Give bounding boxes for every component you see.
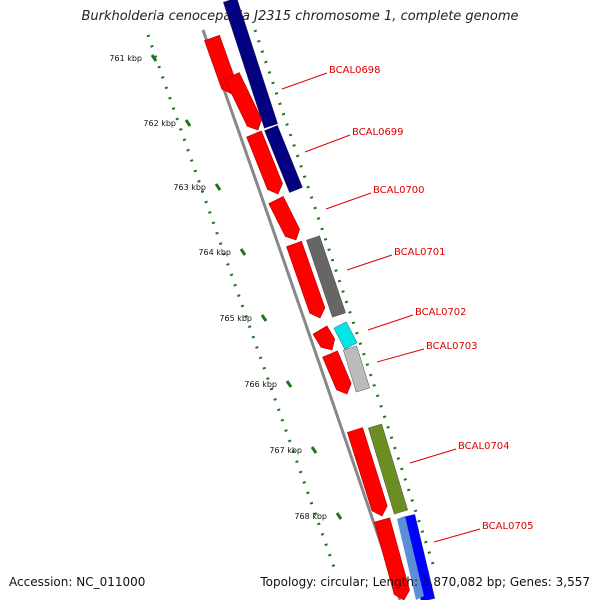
gene-arrow (322, 350, 352, 395)
backbone-line (201, 29, 402, 600)
ruler-tick (260, 314, 268, 322)
ruler-tick (285, 380, 293, 388)
gene-arrow (246, 130, 283, 195)
cog-block (333, 321, 358, 350)
ruler-label: 764 kbp (198, 248, 231, 257)
gene-label-leader (376, 348, 425, 363)
accession-label: Accession: NC_011000 (9, 575, 146, 589)
cog-block (306, 235, 346, 318)
gene-label[interactable]: BCAL0704 (458, 441, 510, 452)
gene-arrow (347, 427, 388, 517)
gene-arrow (268, 195, 300, 241)
ruler-label: 767 kbp (269, 446, 302, 455)
cog-block (343, 345, 370, 393)
gene-label-leader (325, 192, 372, 210)
gene-label-leaders (281, 72, 481, 543)
gene-arrow (312, 325, 336, 351)
gene-label-leader (367, 314, 414, 331)
ruler-label: 768 kbp (294, 512, 327, 521)
ruler-tick (310, 446, 318, 454)
ruler-tick (335, 512, 343, 520)
gene-labels: BCAL0698 BCAL0699 BCAL0700 BCAL0701 BCAL0702… (329, 65, 534, 532)
cog-dots-line (253, 29, 437, 571)
ruler-label: 763 kbp (173, 183, 206, 192)
gene-label-leader (304, 134, 351, 153)
gene-label[interactable]: BCAL0701 (394, 247, 446, 258)
gene-label[interactable]: BCAL0702 (415, 307, 467, 318)
gene-label-leader (433, 528, 481, 543)
cog-block (223, 0, 278, 129)
ruler-line (146, 34, 337, 571)
gene-label-leader (409, 448, 457, 464)
extra-feature-block (397, 516, 424, 600)
gene-label-leader (346, 254, 393, 271)
ruler-tick (214, 183, 222, 191)
forward-gene-track (204, 34, 410, 600)
ruler-tick (150, 54, 158, 62)
genome-summary: Topology: circular; Length: 3,870,082 bp… (260, 575, 590, 589)
gene-label[interactable]: BCAL0705 (482, 521, 534, 532)
ruler-tick (239, 248, 247, 256)
gene-label[interactable]: BCAL0700 (373, 185, 425, 196)
ruler-label: 761 kbp (109, 54, 142, 63)
cog-block (264, 125, 303, 193)
gene-arrow (286, 240, 326, 319)
gene-label[interactable]: BCAL0698 (329, 65, 381, 76)
gene-arrow (224, 72, 263, 131)
map-title: Burkholderia cenocepacia J2315 chromosom… (81, 9, 519, 24)
gene-label[interactable]: BCAL0703 (426, 341, 478, 352)
ruler-label: 762 kbp (143, 119, 176, 128)
ruler-label: 765 kbp (219, 314, 252, 323)
gene-label-leader (281, 72, 328, 90)
ruler-tick (184, 119, 192, 127)
cog-color-track (223, 0, 436, 600)
gene-arrow (373, 517, 410, 600)
ruler-labels: 761 kbp 762 kbp 763 kbp 764 kbp 765 kbp 766 k… (109, 54, 327, 521)
cog-block (368, 423, 408, 515)
ruler-label: 766 kbp (244, 380, 277, 389)
gene-label[interactable]: BCAL0699 (352, 127, 404, 138)
ruler-ticks (150, 54, 343, 520)
